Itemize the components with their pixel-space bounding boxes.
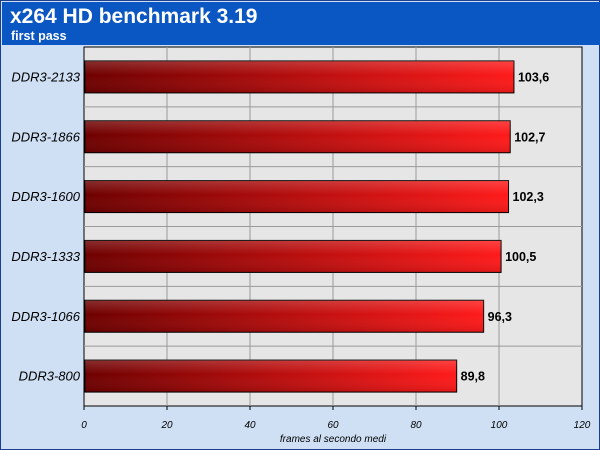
category-label: DDR3-1066 xyxy=(11,309,80,324)
value-label: 102,3 xyxy=(513,190,544,204)
value-label: 96,3 xyxy=(488,310,512,324)
bar-shine xyxy=(85,240,502,273)
category-label: DDR3-2133 xyxy=(11,69,80,84)
value-label: 102,7 xyxy=(514,130,545,144)
tick-label: 0 xyxy=(81,420,87,431)
bar-shine xyxy=(85,120,511,153)
bar-shine xyxy=(85,60,514,93)
tick-label: 100 xyxy=(491,420,508,431)
bars xyxy=(84,60,515,393)
category-label: DDR3-1600 xyxy=(11,189,80,204)
x-axis-ticks: 0 20 40 60 80 100 120 xyxy=(81,406,591,431)
tick-label: 120 xyxy=(574,420,591,431)
x-axis-title: frames al secondo medi xyxy=(280,434,387,445)
value-label: 89,8 xyxy=(461,370,485,384)
bar-shine xyxy=(85,360,457,393)
category-label: DDR3-1866 xyxy=(11,129,80,144)
tick-label: 20 xyxy=(160,420,173,431)
chart-subtitle: first pass xyxy=(11,29,67,43)
category-label: DDR3-800 xyxy=(19,369,81,384)
value-label: 100,5 xyxy=(505,250,536,264)
category-labels: DDR3-2133 DDR3-1866 DDR3-1600 DDR3-1333 DDR3… xyxy=(11,69,80,383)
tick-label: 60 xyxy=(327,420,339,431)
value-label: 103,6 xyxy=(518,70,549,84)
tick-label: 80 xyxy=(410,420,422,431)
chart-header: x264 HD benchmark 3.19 first pass xyxy=(2,2,600,45)
category-label: DDR3-1333 xyxy=(11,249,80,264)
chart-title: x264 HD benchmark 3.19 xyxy=(10,5,258,28)
row-separators xyxy=(84,106,582,347)
bar-shine xyxy=(85,180,509,213)
tick-label: 40 xyxy=(244,420,256,431)
bar-shine xyxy=(85,300,484,333)
value-labels: 103,6 102,7 102,3 100,5 96,3 89,8 xyxy=(461,70,550,383)
